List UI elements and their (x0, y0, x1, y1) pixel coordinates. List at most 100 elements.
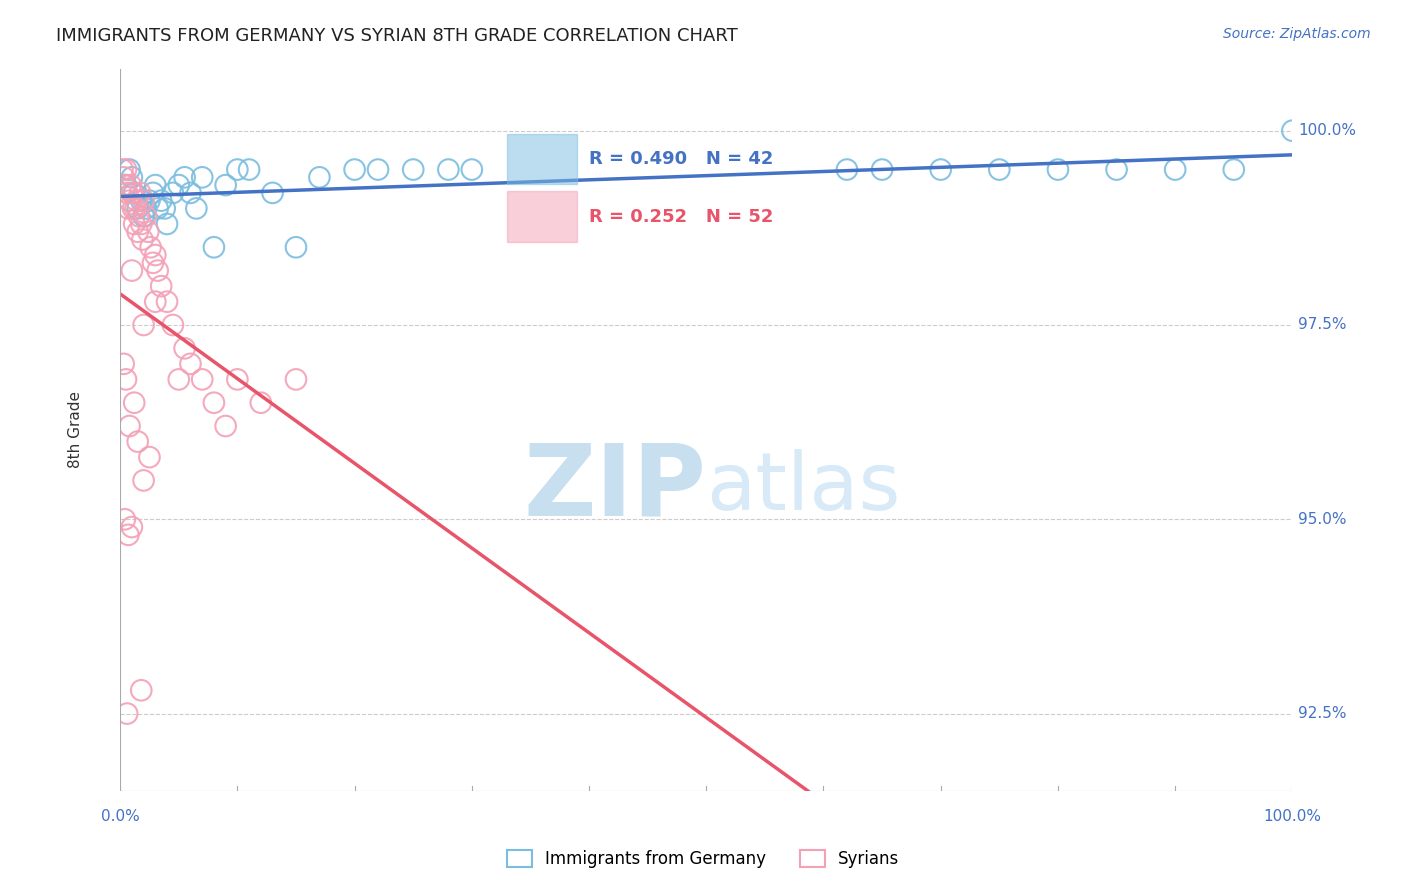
Text: ZIP: ZIP (523, 439, 706, 536)
Point (115, 162, 138, 177)
Point (156, 294, 179, 309)
Bar (508, 134, 578, 184)
Point (115, 706, 138, 721)
Point (129, 683, 152, 698)
Point (114, 512, 136, 526)
Point (129, 194, 152, 208)
Point (142, 256, 165, 270)
Point (112, 357, 135, 371)
Point (125, 194, 148, 208)
Point (111, 162, 134, 177)
Point (308, 170, 330, 185)
Point (121, 520, 143, 534)
Point (122, 186, 145, 200)
Point (153, 202, 176, 216)
Point (162, 318, 184, 332)
Point (835, 162, 858, 177)
Point (988, 162, 1011, 177)
Point (173, 170, 195, 185)
Point (156, 217, 179, 231)
Point (132, 194, 155, 208)
Point (142, 186, 165, 200)
Point (132, 318, 155, 332)
Point (238, 162, 260, 177)
Point (132, 474, 155, 488)
Text: 97.5%: 97.5% (1298, 318, 1347, 333)
Point (402, 162, 425, 177)
Point (139, 240, 162, 254)
Point (191, 170, 214, 185)
Point (121, 186, 143, 200)
Point (115, 178, 138, 193)
Point (121, 170, 143, 185)
Point (135, 202, 157, 216)
Point (117, 202, 139, 216)
Point (202, 240, 225, 254)
Point (118, 162, 141, 177)
Point (437, 162, 460, 177)
Point (127, 434, 149, 449)
Point (226, 162, 249, 177)
Point (250, 395, 273, 409)
Point (186, 202, 208, 216)
Point (146, 202, 169, 216)
Point (115, 186, 138, 200)
Point (120, 178, 142, 193)
Point (173, 341, 195, 355)
Text: 8th Grade: 8th Grade (67, 392, 83, 468)
Point (143, 248, 166, 262)
Text: IMMIGRANTS FROM GERMANY VS SYRIAN 8TH GRADE CORRELATION CHART: IMMIGRANTS FROM GERMANY VS SYRIAN 8TH GR… (56, 27, 738, 45)
Point (167, 372, 190, 386)
Point (122, 202, 145, 216)
Text: 92.5%: 92.5% (1298, 706, 1347, 721)
Point (461, 162, 484, 177)
Point (202, 395, 225, 409)
Point (1046, 162, 1069, 177)
Point (122, 217, 145, 231)
Point (132, 209, 155, 223)
Point (117, 528, 139, 542)
Point (121, 263, 143, 277)
Point (143, 294, 166, 309)
Point (136, 225, 159, 239)
Text: 0.0%: 0.0% (101, 809, 139, 824)
Point (131, 233, 153, 247)
Text: R = 0.252   N = 52: R = 0.252 N = 52 (589, 208, 773, 226)
Point (285, 372, 308, 386)
Point (870, 162, 893, 177)
Point (135, 209, 157, 223)
Point (1281, 124, 1303, 138)
Point (146, 263, 169, 277)
Point (150, 194, 173, 208)
Point (1164, 162, 1187, 177)
Legend: Immigrants from Germany, Syrians: Immigrants from Germany, Syrians (501, 843, 905, 875)
Point (114, 178, 136, 193)
Point (262, 186, 284, 200)
Text: R = 0.490   N = 42: R = 0.490 N = 42 (589, 150, 773, 168)
Text: atlas: atlas (706, 449, 901, 527)
Point (124, 202, 146, 216)
Point (1105, 162, 1128, 177)
Point (138, 194, 160, 208)
Point (112, 170, 135, 185)
Point (122, 395, 145, 409)
Point (118, 194, 141, 208)
Text: 95.0%: 95.0% (1298, 512, 1347, 527)
Point (226, 372, 249, 386)
Point (179, 357, 201, 371)
Point (143, 178, 166, 193)
Point (138, 450, 160, 464)
Point (191, 372, 214, 386)
Point (179, 186, 201, 200)
Point (115, 372, 138, 386)
Text: Source: ZipAtlas.com: Source: ZipAtlas.com (1223, 27, 1371, 41)
Point (150, 279, 173, 293)
Point (367, 162, 389, 177)
Point (162, 186, 184, 200)
Point (128, 209, 150, 223)
Point (129, 217, 152, 231)
Point (1223, 162, 1246, 177)
Point (285, 240, 308, 254)
Bar (508, 192, 578, 242)
Text: 100.0%: 100.0% (1298, 123, 1357, 138)
